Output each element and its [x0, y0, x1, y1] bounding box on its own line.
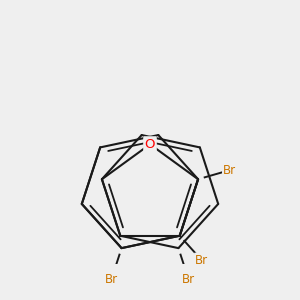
Text: Br: Br — [223, 164, 236, 177]
Text: Br: Br — [182, 273, 195, 286]
Text: Br: Br — [105, 273, 118, 286]
Text: O: O — [145, 138, 155, 151]
Text: Br: Br — [195, 254, 208, 267]
Text: O: O — [145, 138, 155, 151]
